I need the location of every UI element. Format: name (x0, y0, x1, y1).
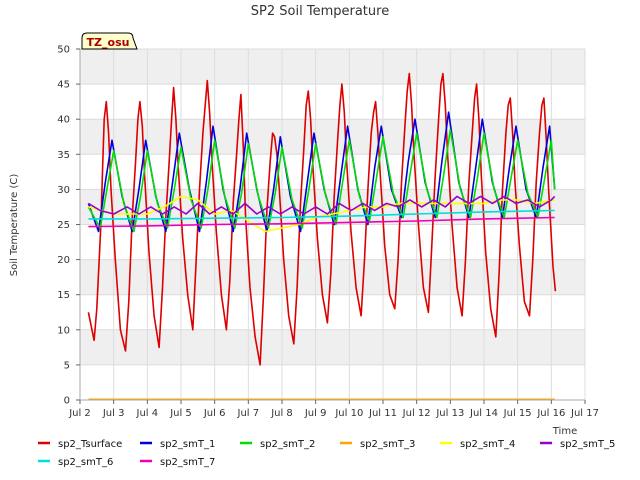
x-axis-ticks: Jul 2 Jul 3 Jul 4 Jul 5 Jul 6 Jul 7 Jul 8 Jul 9… (68, 400, 599, 419)
legend-label: sp2_smT_2 (260, 439, 315, 450)
legend-item-sp2-smT-5: sp2_smT_5 (540, 439, 615, 450)
series-line-sp2-Tsurface (87, 72, 557, 366)
x-tick-label: Jul 5 (169, 408, 192, 419)
chart-title: SP2 Soil Temperature (251, 4, 389, 19)
legend-label: sp2_smT_1 (160, 439, 215, 450)
legend-label: sp2_smT_3 (360, 439, 415, 450)
badge-shape (81, 32, 138, 50)
y-tick-label: 25 (57, 220, 70, 231)
x-tick-label: Jul 15 (503, 408, 532, 419)
x-tick-label: Jul 17 (570, 408, 599, 419)
x-tick-label: Jul 14 (469, 408, 498, 419)
legend-label: sp2_smT_4 (460, 439, 515, 450)
x-tick-label: Jul 8 (270, 408, 293, 419)
y-tick-label: 5 (64, 360, 70, 371)
series-line-sp2-smT-4 (88, 195, 555, 233)
y-axis-ticks: 0 5 10 15 20 25 30 35 40 45 50 (57, 45, 80, 407)
legend: sp2_Tsurface sp2_smT_1 sp2_smT_2 sp2_smT_3 s… (38, 439, 615, 468)
legend-item-sp2-Tsurface: sp2_Tsurface (38, 439, 122, 450)
series-line-sp2-smT-7 (88, 216, 555, 228)
y-tick-label: 0 (64, 396, 70, 407)
legend-item-sp2-smT-1: sp2_smT_1 (140, 439, 215, 450)
x-tick-label: Jul 7 (237, 408, 260, 419)
legend-item-sp2-smT-6: sp2_smT_6 (38, 457, 113, 468)
plot-band (80, 329, 585, 365)
x-tick-label: Jul 9 (304, 408, 327, 419)
plot-band (80, 119, 585, 155)
y-tick-label: 10 (57, 325, 70, 336)
y-tick-label: 30 (57, 185, 70, 196)
series-line-sp2-smT-6 (88, 209, 555, 220)
series-line-sp2-smT-5 (87, 195, 556, 215)
legend-item-sp2-smT-2: sp2_smT_2 (240, 439, 315, 450)
y-tick-label: 40 (57, 115, 70, 126)
x-tick-label: Jul 13 (435, 408, 464, 419)
legend-item-sp2-smT-3: sp2_smT_3 (340, 439, 415, 450)
y-tick-label: 15 (57, 290, 70, 301)
y-tick-label: 35 (57, 150, 70, 161)
x-tick-label: Jul 3 (102, 408, 125, 419)
y-tick-label: 45 (57, 80, 70, 91)
x-tick-label: Jul 6 (203, 408, 226, 419)
badge-label: TZ_osu (87, 36, 130, 49)
y-tick-label: 20 (57, 255, 70, 266)
legend-label: sp2_smT_6 (58, 457, 113, 468)
station-badge: TZ_osu (81, 32, 138, 50)
x-tick-label: Jul 10 (334, 408, 363, 419)
legend-label: sp2_Tsurface (58, 439, 122, 450)
legend-label: sp2_smT_5 (560, 439, 615, 450)
x-tick-label: Jul 12 (402, 408, 431, 419)
x-tick-label: Jul 4 (136, 408, 159, 419)
plot-band (80, 259, 585, 295)
x-axis-title: Time (552, 426, 577, 437)
series-layer (87, 72, 557, 401)
series-line-sp2-smT-2 (87, 128, 556, 233)
y-axis-title: Soil Temperature (C) (9, 174, 20, 277)
legend-item-sp2-smT-4: sp2_smT_4 (440, 439, 515, 450)
legend-item-sp2-smT-7: sp2_smT_7 (140, 457, 215, 468)
x-tick-label: Jul 11 (368, 408, 397, 419)
legend-label: sp2_smT_7 (160, 457, 215, 468)
plot-band (80, 49, 585, 85)
x-tick-label: Jul 16 (536, 408, 565, 419)
y-tick-label: 50 (57, 45, 70, 56)
x-tick-label: Jul 2 (68, 408, 91, 419)
